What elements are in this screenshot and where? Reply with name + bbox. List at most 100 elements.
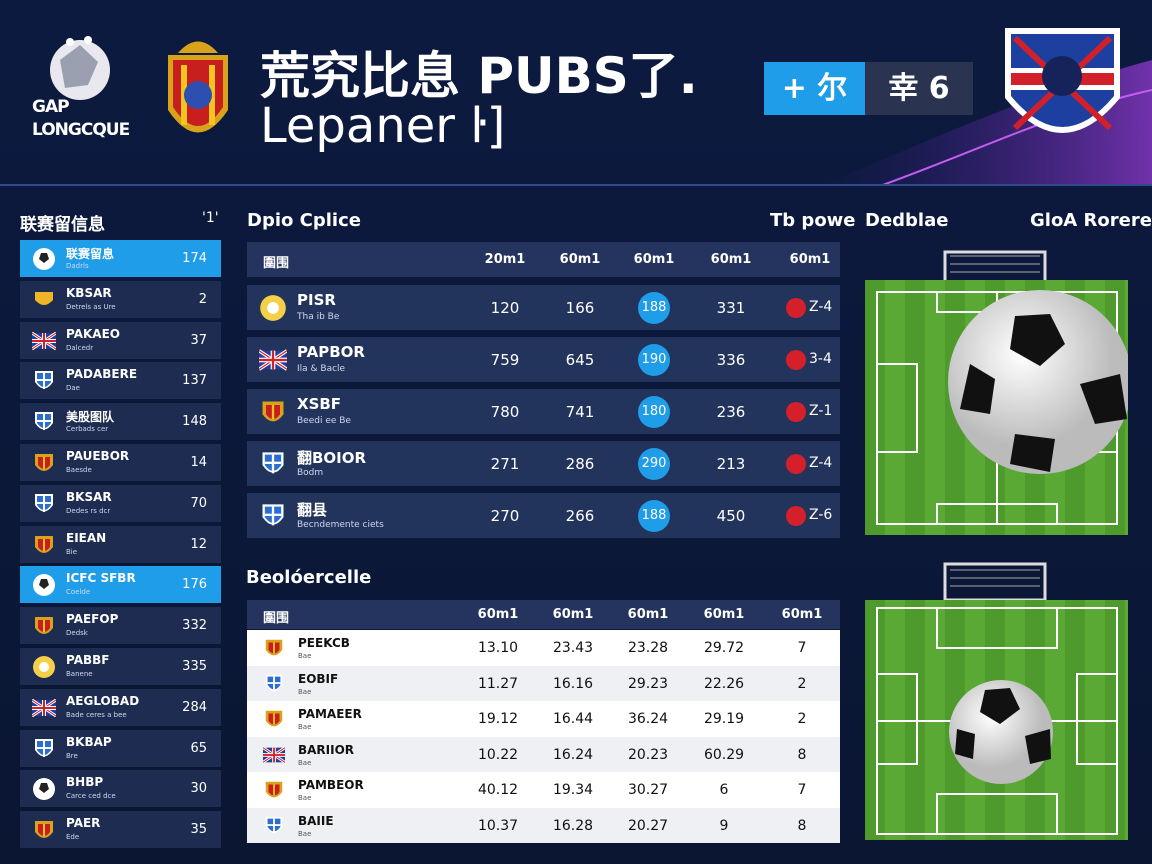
team-icon bbox=[263, 673, 285, 695]
cell: 29.72 bbox=[703, 640, 745, 656]
table-row: BARIIOR Bae 10.22 16.24 20.23 60.29 8 bbox=[247, 736, 840, 772]
table-header: 圍围 20m1 60m1 60m1 60m1 60m1 bbox=[247, 242, 840, 277]
sidebar-row[interactable]: PABBF Banene 335 bbox=[20, 648, 221, 685]
table-row: BAIIE Bae 10.37 16.28 20.27 9 8 bbox=[247, 807, 840, 843]
team-name: PAEFOP bbox=[66, 612, 119, 627]
team-detail: Beedi ee Be bbox=[297, 416, 351, 426]
sidebar-row[interactable]: KBSAR Detrels as Ure 2 bbox=[20, 280, 221, 318]
team-icon bbox=[32, 737, 56, 761]
sidebar-row[interactable]: PAKAEO Dalcedr 37 bbox=[20, 321, 221, 359]
cell: 6 bbox=[719, 782, 729, 798]
badge-right[interactable]: 幸 6 bbox=[865, 62, 973, 115]
team-value: 2 bbox=[198, 291, 207, 307]
sidebar-row[interactable]: 美股图队 Cerbads cer 148 bbox=[20, 403, 221, 441]
result: Z-4 bbox=[809, 455, 833, 471]
sidebar-row[interactable]: BKSAR Dedes rs dcr 70 bbox=[20, 484, 221, 522]
team-icon bbox=[32, 247, 56, 271]
sidebar-row[interactable]: PADABERE Dae 137 bbox=[20, 362, 221, 400]
cell: 236 bbox=[716, 403, 746, 421]
team-name: KBSAR bbox=[66, 285, 112, 300]
cell: 741 bbox=[565, 403, 595, 421]
sidebar-marker: '1' bbox=[202, 210, 219, 226]
team-icon bbox=[32, 614, 56, 638]
team-value: 137 bbox=[182, 373, 207, 389]
badge-left[interactable]: + 尔 bbox=[764, 62, 865, 115]
team-name: ICFC SFBR bbox=[66, 571, 136, 586]
cell: 270 bbox=[490, 507, 520, 525]
result: Z-6 bbox=[809, 507, 833, 523]
table1-aside: Tb powe bbox=[770, 210, 856, 231]
result: 3-4 bbox=[809, 351, 832, 367]
team-value: 148 bbox=[182, 414, 207, 430]
team-name: XSBF bbox=[297, 395, 342, 413]
sidebar-row[interactable]: ICFC SFBR Coelde 176 bbox=[20, 566, 221, 604]
team-icon bbox=[263, 708, 285, 730]
team-icon bbox=[32, 369, 56, 393]
sidebar-row[interactable]: AEGLOBAD Bade ceres a bee 284 bbox=[20, 688, 221, 726]
table1-title: Dpio Cplice bbox=[247, 210, 361, 231]
sidebar-row[interactable]: PAEFOP Dedsk 332 bbox=[20, 607, 221, 645]
team-detail: Carce ced dce bbox=[66, 792, 116, 801]
sidebar-row[interactable]: BKBAP Bre 65 bbox=[20, 729, 221, 767]
team-icon bbox=[259, 502, 287, 530]
sidebar-row[interactable]: 联赛留息 Dadrls 174 bbox=[20, 240, 221, 277]
cell: 271 bbox=[490, 455, 520, 473]
team-value: 12 bbox=[190, 536, 207, 552]
title-line2: Lepaner ŀ] bbox=[260, 98, 506, 154]
team-icon bbox=[32, 818, 56, 842]
score-badge: 188 bbox=[638, 292, 670, 324]
panel-label-right: GloA Rorere bbox=[1030, 210, 1152, 231]
table-row: 翻BOIOR Bodm 271 286 290 213 Z-4 bbox=[247, 441, 840, 486]
cell: 266 bbox=[565, 507, 595, 525]
team-detail: Ede bbox=[66, 833, 80, 842]
logo-line1: GAP bbox=[32, 97, 70, 117]
team-detail: Dedes rs dcr bbox=[66, 506, 111, 515]
cell: 10.37 bbox=[477, 817, 519, 834]
result: Z-1 bbox=[809, 403, 833, 419]
team-detail: Bade ceres a bee bbox=[66, 710, 127, 719]
sidebar-row[interactable]: PAUEBOR Baesde 14 bbox=[20, 444, 221, 481]
cell: 7 bbox=[797, 640, 807, 656]
header-cell: 60m1 bbox=[627, 607, 669, 622]
logo-line2: LONGCQUE bbox=[32, 120, 130, 140]
header-cell: 20m1 bbox=[484, 252, 526, 267]
sidebar-row[interactable]: BHBP Carce ced dce 30 bbox=[20, 770, 221, 808]
cell: 450 bbox=[716, 507, 746, 525]
team-detail: Bie bbox=[66, 547, 78, 556]
sidebar-title: 联赛留信息 bbox=[20, 215, 105, 235]
team-value: 174 bbox=[182, 251, 207, 266]
cell: 19.34 bbox=[552, 782, 594, 798]
team-icon bbox=[32, 492, 56, 516]
team-detail: Baesde bbox=[66, 466, 92, 474]
score-badge: 180 bbox=[638, 396, 670, 428]
header-cell: 60m1 bbox=[633, 252, 675, 267]
team-value: 37 bbox=[190, 332, 207, 348]
team-detail: Cerbads cer bbox=[66, 425, 109, 434]
score-badge: 190 bbox=[638, 344, 670, 376]
team-detail: Coelde bbox=[66, 588, 91, 597]
team-detail: Bre bbox=[66, 751, 78, 760]
team-name: PAMBEOR bbox=[298, 778, 364, 792]
team-value: 65 bbox=[190, 740, 207, 756]
cell: 36.24 bbox=[627, 711, 669, 727]
cell: 9 bbox=[719, 817, 729, 834]
team-name: BKSAR bbox=[66, 489, 112, 504]
header-cell: 圍围 bbox=[263, 256, 290, 271]
team-icon bbox=[32, 655, 56, 679]
team-icon bbox=[32, 777, 56, 801]
team-name: AEGLOBAD bbox=[66, 693, 140, 708]
cell: 20.23 bbox=[627, 746, 669, 763]
team-value: 70 bbox=[190, 495, 207, 511]
cell: 11.27 bbox=[477, 675, 519, 692]
team-icon bbox=[32, 288, 56, 312]
cell: 286 bbox=[565, 455, 595, 473]
team-icon bbox=[31, 329, 57, 353]
sidebar-row[interactable]: EIEAN Bie 12 bbox=[20, 525, 221, 563]
team-value: 332 bbox=[182, 618, 207, 634]
check-icon bbox=[786, 350, 806, 370]
header-cell: 60m1 bbox=[789, 252, 831, 267]
team-name: 联赛留息 bbox=[66, 247, 115, 261]
cell: 23.43 bbox=[552, 640, 594, 656]
pitch-panels bbox=[865, 250, 1128, 840]
sidebar-row[interactable]: PAER Ede 35 bbox=[20, 811, 221, 849]
